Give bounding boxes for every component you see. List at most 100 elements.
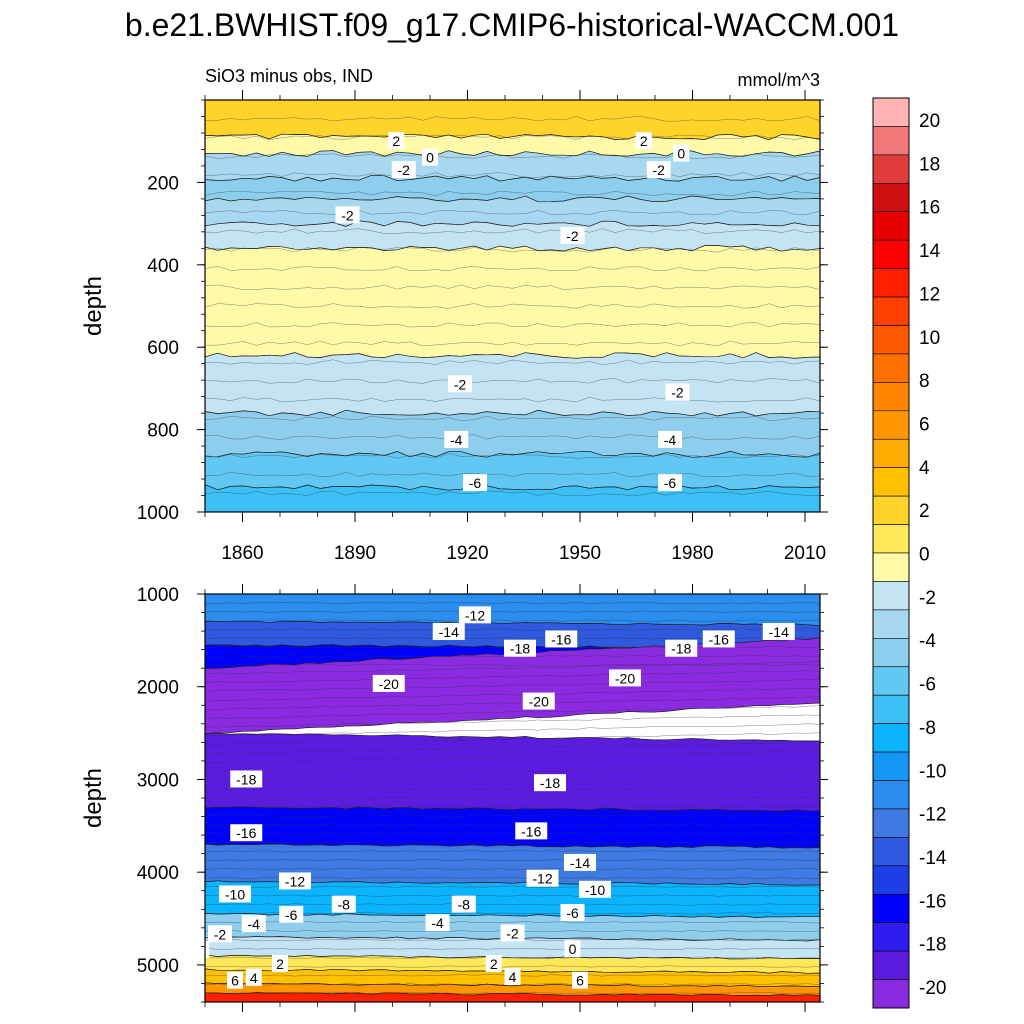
colorbar-segment — [872, 723, 910, 753]
colorbar-segment — [872, 751, 910, 781]
svg-text:-8: -8 — [458, 897, 471, 913]
y-tick-label: 5000 — [137, 956, 179, 977]
contour-label: -10 — [219, 885, 251, 903]
contour-line — [205, 453, 820, 459]
svg-text:-4: -4 — [664, 432, 677, 448]
colorbar-segment — [872, 239, 910, 269]
svg-text:-14: -14 — [570, 855, 590, 871]
contour-label: -2 — [335, 206, 360, 224]
contour-band — [205, 133, 820, 157]
contour-label: 6 — [572, 971, 588, 989]
contour-line — [205, 921, 820, 924]
contour-label: -2 — [208, 925, 232, 943]
contour-label: -8 — [331, 895, 356, 913]
colorbar-segment — [872, 950, 910, 980]
svg-text:-14: -14 — [439, 624, 459, 640]
contour-label: -20 — [372, 674, 405, 692]
svg-text:-10: -10 — [225, 886, 245, 902]
contour-label: -20 — [609, 669, 641, 687]
contour-line — [205, 303, 820, 309]
contour-line — [205, 956, 820, 959]
colorbar-segment — [872, 382, 910, 412]
contour-label: -2 — [500, 924, 525, 942]
x-tick-label: 1950 — [559, 543, 601, 564]
contour-line — [205, 228, 820, 234]
svg-text:-18: -18 — [236, 771, 256, 787]
contour-line — [205, 947, 820, 950]
contour-line — [205, 814, 820, 817]
x-tick-label: 1860 — [221, 543, 263, 564]
svg-text:-6: -6 — [566, 905, 579, 921]
svg-text:-18: -18 — [510, 641, 530, 657]
contour-label: -12 — [526, 869, 559, 887]
svg-text:-6: -6 — [285, 907, 298, 923]
colorbar-segment — [872, 694, 910, 724]
contour-label: -16 — [230, 824, 263, 842]
colorbar-segment — [872, 97, 910, 127]
y-axis-label: depth — [80, 276, 107, 336]
colorbar-segment — [872, 126, 910, 156]
contour-line — [205, 805, 820, 808]
contour-label: -12 — [279, 872, 311, 890]
contour-line — [205, 714, 820, 728]
colorbar-tick-label: -2 — [919, 588, 936, 609]
contour-label: -10 — [579, 880, 611, 898]
contour-line — [205, 841, 820, 844]
contour-band — [205, 352, 820, 417]
contour-line — [205, 490, 820, 496]
svg-text:0: 0 — [426, 150, 434, 166]
svg-text:-18: -18 — [540, 775, 560, 791]
contour-band — [205, 484, 820, 512]
x-tick-label: 2010 — [784, 543, 826, 564]
colorbar-segment — [872, 524, 910, 554]
contour-line — [205, 965, 820, 968]
contour-label: -18 — [230, 770, 263, 788]
contour-line — [205, 434, 820, 440]
plot-frame — [204, 99, 821, 513]
contour-label: -8 — [451, 895, 476, 913]
y-tick-label: 800 — [147, 421, 179, 442]
svg-text:-20: -20 — [529, 694, 549, 710]
contour-line — [205, 723, 820, 736]
colorbar-segment — [872, 353, 910, 383]
contour-line — [205, 788, 820, 791]
colorbar-tick-label: -14 — [919, 848, 947, 869]
svg-text:-2: -2 — [671, 385, 684, 401]
y-tick-label: 2000 — [137, 678, 179, 699]
svg-text:-2: -2 — [341, 207, 354, 223]
contour-line — [205, 770, 820, 773]
contour-band — [205, 732, 820, 817]
svg-text:-16: -16 — [709, 631, 729, 647]
colorbar-tick-label: -10 — [919, 761, 946, 782]
colorbar-segment — [872, 438, 910, 468]
units-label: mmol/m^3 — [738, 70, 820, 90]
colorbar-tick-label: -20 — [919, 978, 946, 999]
contour-label: -14 — [762, 623, 795, 641]
colorbar-segment — [872, 467, 910, 497]
contour-label: -18 — [534, 774, 566, 792]
contour-label: 4 — [504, 967, 521, 985]
contour-line — [205, 992, 820, 995]
svg-text:-16: -16 — [236, 825, 256, 841]
contour-line — [205, 266, 820, 272]
svg-text:-2: -2 — [398, 162, 411, 178]
colorbar-segment — [872, 495, 910, 525]
contour-band — [205, 245, 820, 359]
colorbar-tick-label: -12 — [919, 805, 946, 826]
colorbar-segment — [872, 666, 910, 696]
contour-line — [205, 660, 820, 675]
y-tick-label: 1000 — [137, 503, 179, 524]
contour-line — [205, 340, 820, 347]
colorbar-tick-label: 8 — [919, 371, 930, 392]
x-tick-label: 1890 — [334, 543, 376, 564]
contour-label: 0 — [564, 940, 581, 958]
colorbar-segment — [872, 808, 910, 838]
svg-text:-14: -14 — [769, 624, 789, 640]
svg-text:-16: -16 — [521, 823, 541, 839]
colorbar-segment — [872, 609, 910, 639]
upper-panel: 2 0 -2 2 0 -2 -2 -2 -2 -2 -4 -4 -6 -6 200 400 600 800 1000… — [80, 90, 828, 564]
contour-line — [205, 850, 820, 853]
contour-label: 2 — [485, 954, 502, 972]
svg-text:4: 4 — [250, 970, 258, 986]
colorbar-tick-label: -4 — [919, 631, 936, 652]
